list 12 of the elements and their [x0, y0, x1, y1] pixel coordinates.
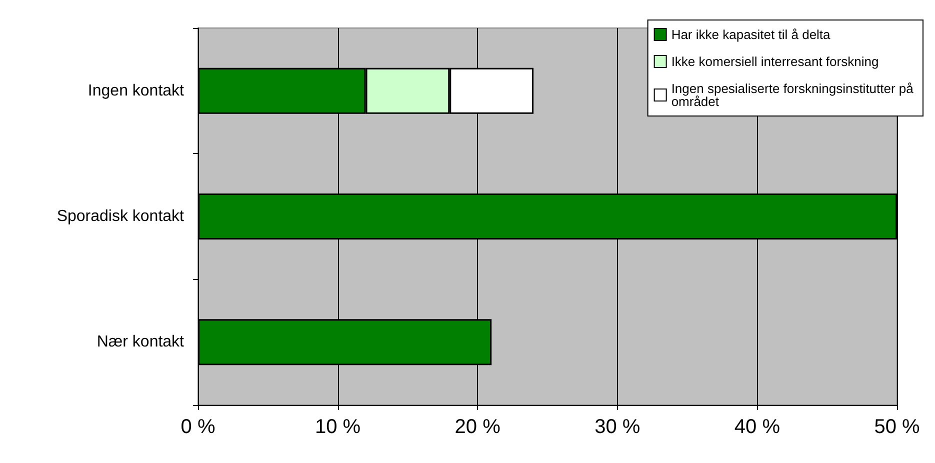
y-tick-label: Nær kontakt [96, 334, 185, 351]
x-tick-label: 30 % [594, 416, 640, 438]
x-tick-label: 0 % [180, 416, 216, 438]
x-tick-label: 10 % [315, 416, 361, 438]
legend-label: Har ikke kapasitet til å delta [671, 27, 832, 42]
y-tick-label: Sporadisk kontakt [56, 208, 185, 225]
y-tick-label: Ingen kontakt [88, 82, 185, 100]
x-tick-label: 20 % [454, 416, 501, 438]
legend-label: Ingen spesialiserte forskningsinstitutter på området [671, 81, 917, 109]
x-tick-label: 40 % [734, 416, 780, 438]
legend-label: Ikke komersiell interresant forskning [671, 54, 879, 69]
x-tick-label: 50 % [874, 416, 920, 438]
